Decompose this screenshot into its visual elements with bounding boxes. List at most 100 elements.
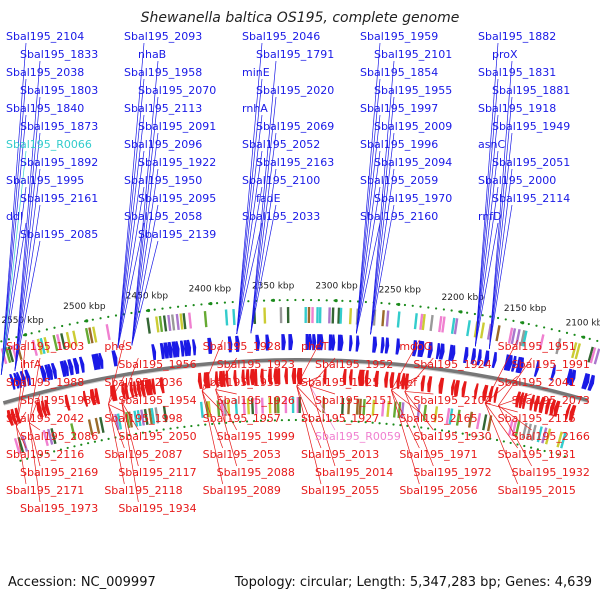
label-leader <box>201 339 223 391</box>
gene-arrow <box>291 368 297 385</box>
gene-category-mark <box>36 338 43 355</box>
scale-dot <box>341 299 344 302</box>
gene-label: fadE <box>256 192 281 205</box>
scale-dot <box>128 433 131 437</box>
gene-arrow <box>241 369 246 386</box>
gene-arrow <box>305 334 310 351</box>
gene-category-mark <box>593 348 600 365</box>
label-leader <box>498 357 532 406</box>
gene-label: Sbal195_1923 <box>217 358 295 371</box>
scale-dot <box>512 319 515 323</box>
scale-dot <box>197 424 200 427</box>
kbp-tick-label: 2450 kbp <box>126 292 169 302</box>
gene-label: Sbal195_1972 <box>413 466 491 479</box>
gene-arrow <box>587 374 595 391</box>
scale-dot <box>509 441 512 445</box>
gene-label: Sbal195_2041 <box>498 376 576 389</box>
scale-dot <box>30 332 33 335</box>
gene-arrow <box>427 376 433 393</box>
gene-label: Sbal195_2038 <box>6 66 84 79</box>
gene-label: Sbal195_1831 <box>478 66 556 79</box>
gene-label: Sbal195_2094 <box>374 156 452 169</box>
gene-arrow <box>151 344 157 361</box>
scale-dot <box>53 450 56 453</box>
scale-dot <box>107 315 110 318</box>
gene-category-mark <box>136 410 142 427</box>
gene-arrow <box>483 350 490 367</box>
gene-label: Sbal195_1928 <box>203 340 281 353</box>
scale-dot <box>516 443 519 446</box>
scale-dot <box>266 419 270 422</box>
gene-arrow <box>235 335 240 352</box>
gene-label: mdoG <box>399 340 432 353</box>
scale-dot <box>46 452 49 455</box>
gene-label: rnfD <box>478 210 502 223</box>
gene-category-mark <box>507 327 514 344</box>
scale-dot <box>550 328 553 331</box>
label-leader <box>250 60 277 334</box>
label-leader <box>488 60 513 349</box>
gene-label: Sbal195_1949 <box>492 120 570 133</box>
gene-label: proX <box>492 48 518 61</box>
scale-dot <box>169 306 172 309</box>
gene-category-mark <box>140 409 145 426</box>
gene-label: Sbal195_1882 <box>478 30 556 43</box>
gene-category-mark <box>70 423 77 440</box>
gene-label: Sbal195_2013 <box>301 448 379 461</box>
gene-category-mark <box>42 429 49 447</box>
gene-arrow <box>124 382 130 399</box>
gene-label: Sbal195_1803 <box>20 84 98 97</box>
gene-label: Sbal195_2091 <box>138 120 216 133</box>
scale-dot <box>39 453 42 457</box>
gene-category-mark <box>246 398 250 415</box>
gene-label: Sbal195_1926 <box>217 394 295 407</box>
gene-label: Sbal195_1971 <box>399 448 477 461</box>
genome-summary-text: Topology: circular; Length: 5,347,283 bp… <box>234 575 592 590</box>
gene-category-mark <box>466 320 471 337</box>
label-leader <box>29 393 41 423</box>
gene-label: Sbal195_2117 <box>118 466 196 479</box>
scale-dot <box>466 311 469 314</box>
scale-dot <box>392 423 395 426</box>
scale-dot <box>107 437 110 440</box>
label-leader <box>201 390 224 485</box>
scale-dot <box>435 307 438 310</box>
gene-category-mark <box>175 313 180 330</box>
label-leader <box>474 42 499 347</box>
scale-dot <box>262 299 266 302</box>
label-leader <box>488 96 513 349</box>
label-leader <box>16 426 27 485</box>
label-leader <box>236 78 263 334</box>
gene-category-mark <box>371 399 376 416</box>
label-leader <box>391 375 420 391</box>
gene-category-mark <box>182 313 187 330</box>
gene-arrow <box>59 360 67 378</box>
gene-label: pheS <box>104 340 132 353</box>
gene-arrow <box>544 398 552 415</box>
scale-dot <box>141 431 145 434</box>
label-leader <box>404 357 434 392</box>
gene-category-mark <box>232 308 236 326</box>
scale-dot <box>535 324 538 327</box>
gene-label: def <box>399 376 418 389</box>
label-leader <box>215 389 237 395</box>
gene-label: Sbal195_1840 <box>6 102 84 115</box>
gene-label: Sbal195_1957 <box>203 412 281 425</box>
scale-dot <box>162 428 165 431</box>
gene-arrow <box>15 372 23 388</box>
scale-dot <box>588 337 591 340</box>
gene-arrow <box>427 341 433 359</box>
scale-dot <box>558 329 561 333</box>
gene-arrow <box>159 342 165 360</box>
gene-category-mark <box>521 330 528 347</box>
label-leader <box>370 168 395 335</box>
scale-dot <box>495 438 499 442</box>
gene-category-mark <box>337 307 341 324</box>
scale-dot <box>190 424 193 428</box>
scale-dot <box>153 308 156 311</box>
gene-category-mark <box>556 431 563 448</box>
gene-category-mark <box>116 413 123 430</box>
backbone-arc <box>2 358 589 406</box>
label-leader <box>108 375 125 405</box>
gene-category-mark <box>530 424 537 441</box>
